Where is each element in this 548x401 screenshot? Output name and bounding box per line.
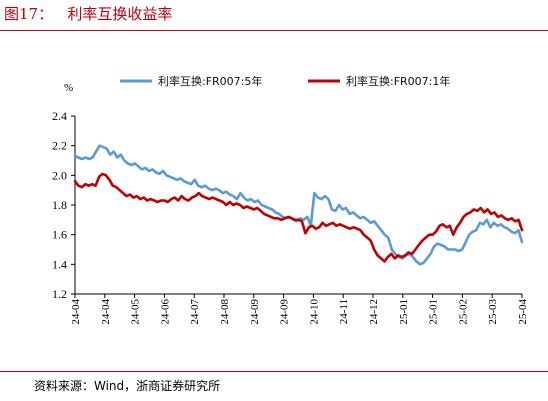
y-tick-label: 2.0 [52, 168, 67, 182]
y-tick-label: 1.2 [52, 287, 67, 301]
x-tick-label: 25-03 [487, 299, 499, 325]
x-tick-label: 24-06 [159, 299, 171, 325]
x-tick-label: 24-11 [338, 299, 350, 324]
source-note: 资料来源：Wind，浙商证券研究所 [34, 379, 221, 393]
y-tick-label: 2.4 [52, 109, 67, 123]
x-tick-label: 24-08 [219, 299, 231, 325]
x-tick-label: 24-09 [249, 299, 261, 325]
figure-title: 图17： 利率互换收益率 [4, 5, 173, 23]
source-rule [0, 371, 548, 372]
title-rule [0, 30, 548, 31]
y-tick-label: 2.2 [52, 139, 67, 153]
x-tick-label: 25-01 [428, 299, 440, 325]
series-line-5y [73, 144, 524, 266]
x-tick-label: 24-04 [70, 299, 82, 325]
x-tick-label: 25-02 [457, 299, 469, 325]
x-tick-label: 24-07 [189, 299, 201, 325]
x-tick-label: 24-05 [130, 299, 142, 325]
legend-label: 利率互换:FR007:5年 [158, 74, 262, 88]
legend-label: 利率互换:FR007:1年 [346, 74, 450, 88]
title-bar: 图17： 利率互换收益率 [0, 0, 548, 34]
y-tick-label: 1.6 [52, 228, 67, 242]
y-axis-unit: % [64, 82, 73, 94]
x-tick-label: 24-10 [308, 299, 320, 325]
series-line-1y [73, 172, 524, 263]
x-tick-label: 24-12 [368, 299, 380, 325]
x-tick-label: 24-04 [100, 299, 112, 325]
y-tick-label: 1.8 [52, 198, 67, 212]
x-tick-label: 25-04 [517, 299, 529, 325]
y-tick-label: 1.4 [52, 257, 67, 271]
x-tick-label: 24-09 [279, 299, 291, 325]
x-tick-label: 25-01 [398, 299, 410, 325]
